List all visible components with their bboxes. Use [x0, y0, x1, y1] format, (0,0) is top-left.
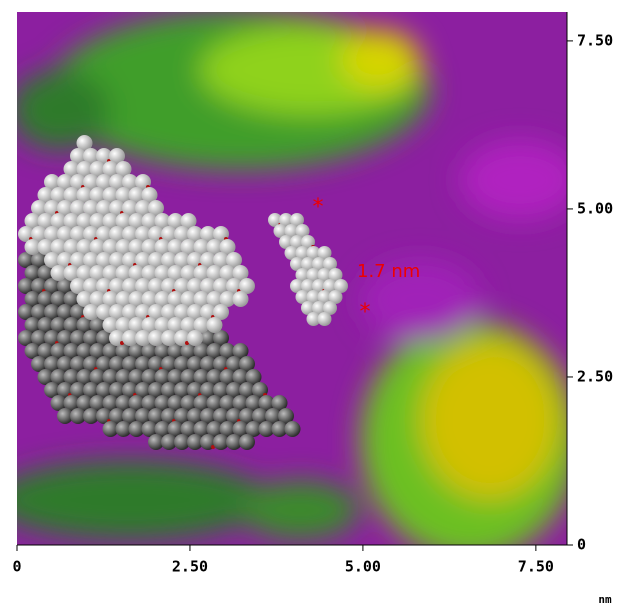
- afm-image: * * 1.7 nm: [0, 10, 580, 560]
- marker: *: [313, 195, 324, 220]
- atom: [187, 330, 203, 346]
- atom: [239, 434, 255, 450]
- x-tick-label: 7.50: [518, 558, 554, 576]
- atom: [285, 421, 301, 437]
- atom: [318, 312, 332, 326]
- x-tick-label: 2.50: [172, 558, 208, 576]
- unit-label: nm: [598, 593, 612, 606]
- y-tick-label: 5.00: [577, 199, 613, 217]
- annotation: 1.7 nm: [357, 261, 420, 282]
- y-tick-label: 0: [577, 536, 586, 554]
- y-tick-label: 7.50: [577, 31, 613, 49]
- x-tick-label: 5.00: [345, 558, 381, 576]
- marker: *: [360, 300, 371, 325]
- y-tick-label: 2.50: [577, 367, 613, 385]
- x-tick-label: 0: [12, 558, 21, 576]
- atom: [233, 291, 249, 307]
- chart: * * 1.7 nm nm 0 2.50 5.00 7.50 0 2.50 5.00 7.50: [0, 0, 632, 608]
- atom: [207, 317, 223, 333]
